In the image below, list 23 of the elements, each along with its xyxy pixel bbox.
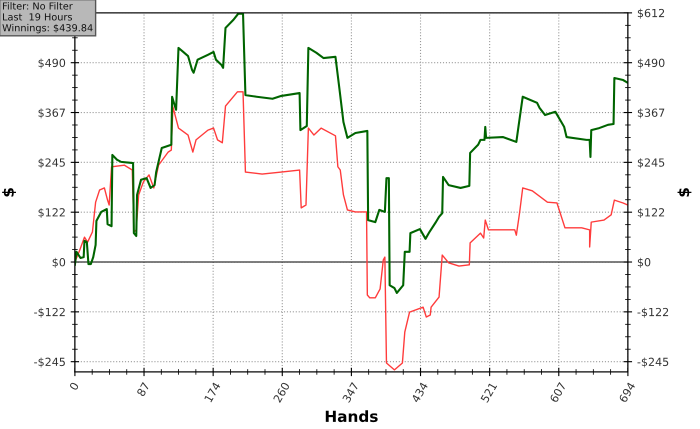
y-tick-label: $122 <box>38 208 65 218</box>
text: Last 19 Hours <box>3 13 72 21</box>
y-tick-label: -$245 <box>34 357 65 368</box>
x-tick-label: 87 <box>136 382 150 397</box>
y2-tick-label: $245 <box>638 158 664 168</box>
x-tick-label: 0 <box>69 382 80 391</box>
y2-tick-label: -$122 <box>637 308 668 318</box>
y-tick-label: $367 <box>38 108 65 118</box>
y-tick-label: $245 <box>38 158 65 168</box>
y-tick-label: -$122 <box>34 308 65 318</box>
y2-tick-label: $122 <box>638 208 664 218</box>
y2-tick-label: -$245 <box>637 357 668 368</box>
y2-tick-label: $490 <box>638 58 664 69</box>
annotation: Winnings: $439.84 <box>2 24 93 34</box>
y-tick-label: $490 <box>38 58 66 69</box>
y2-axis-title: $ <box>678 188 692 197</box>
y2-tick-label: $367 <box>638 108 664 118</box>
y-axis-title: $ <box>2 188 16 197</box>
y-tick-label: $0 <box>52 258 66 268</box>
y2-tick-label: $0 <box>638 258 650 268</box>
x-axis-title: Hands <box>326 410 378 422</box>
y2-tick-label: $612 <box>638 8 664 19</box>
text: Filter: No Filter <box>3 2 73 10</box>
